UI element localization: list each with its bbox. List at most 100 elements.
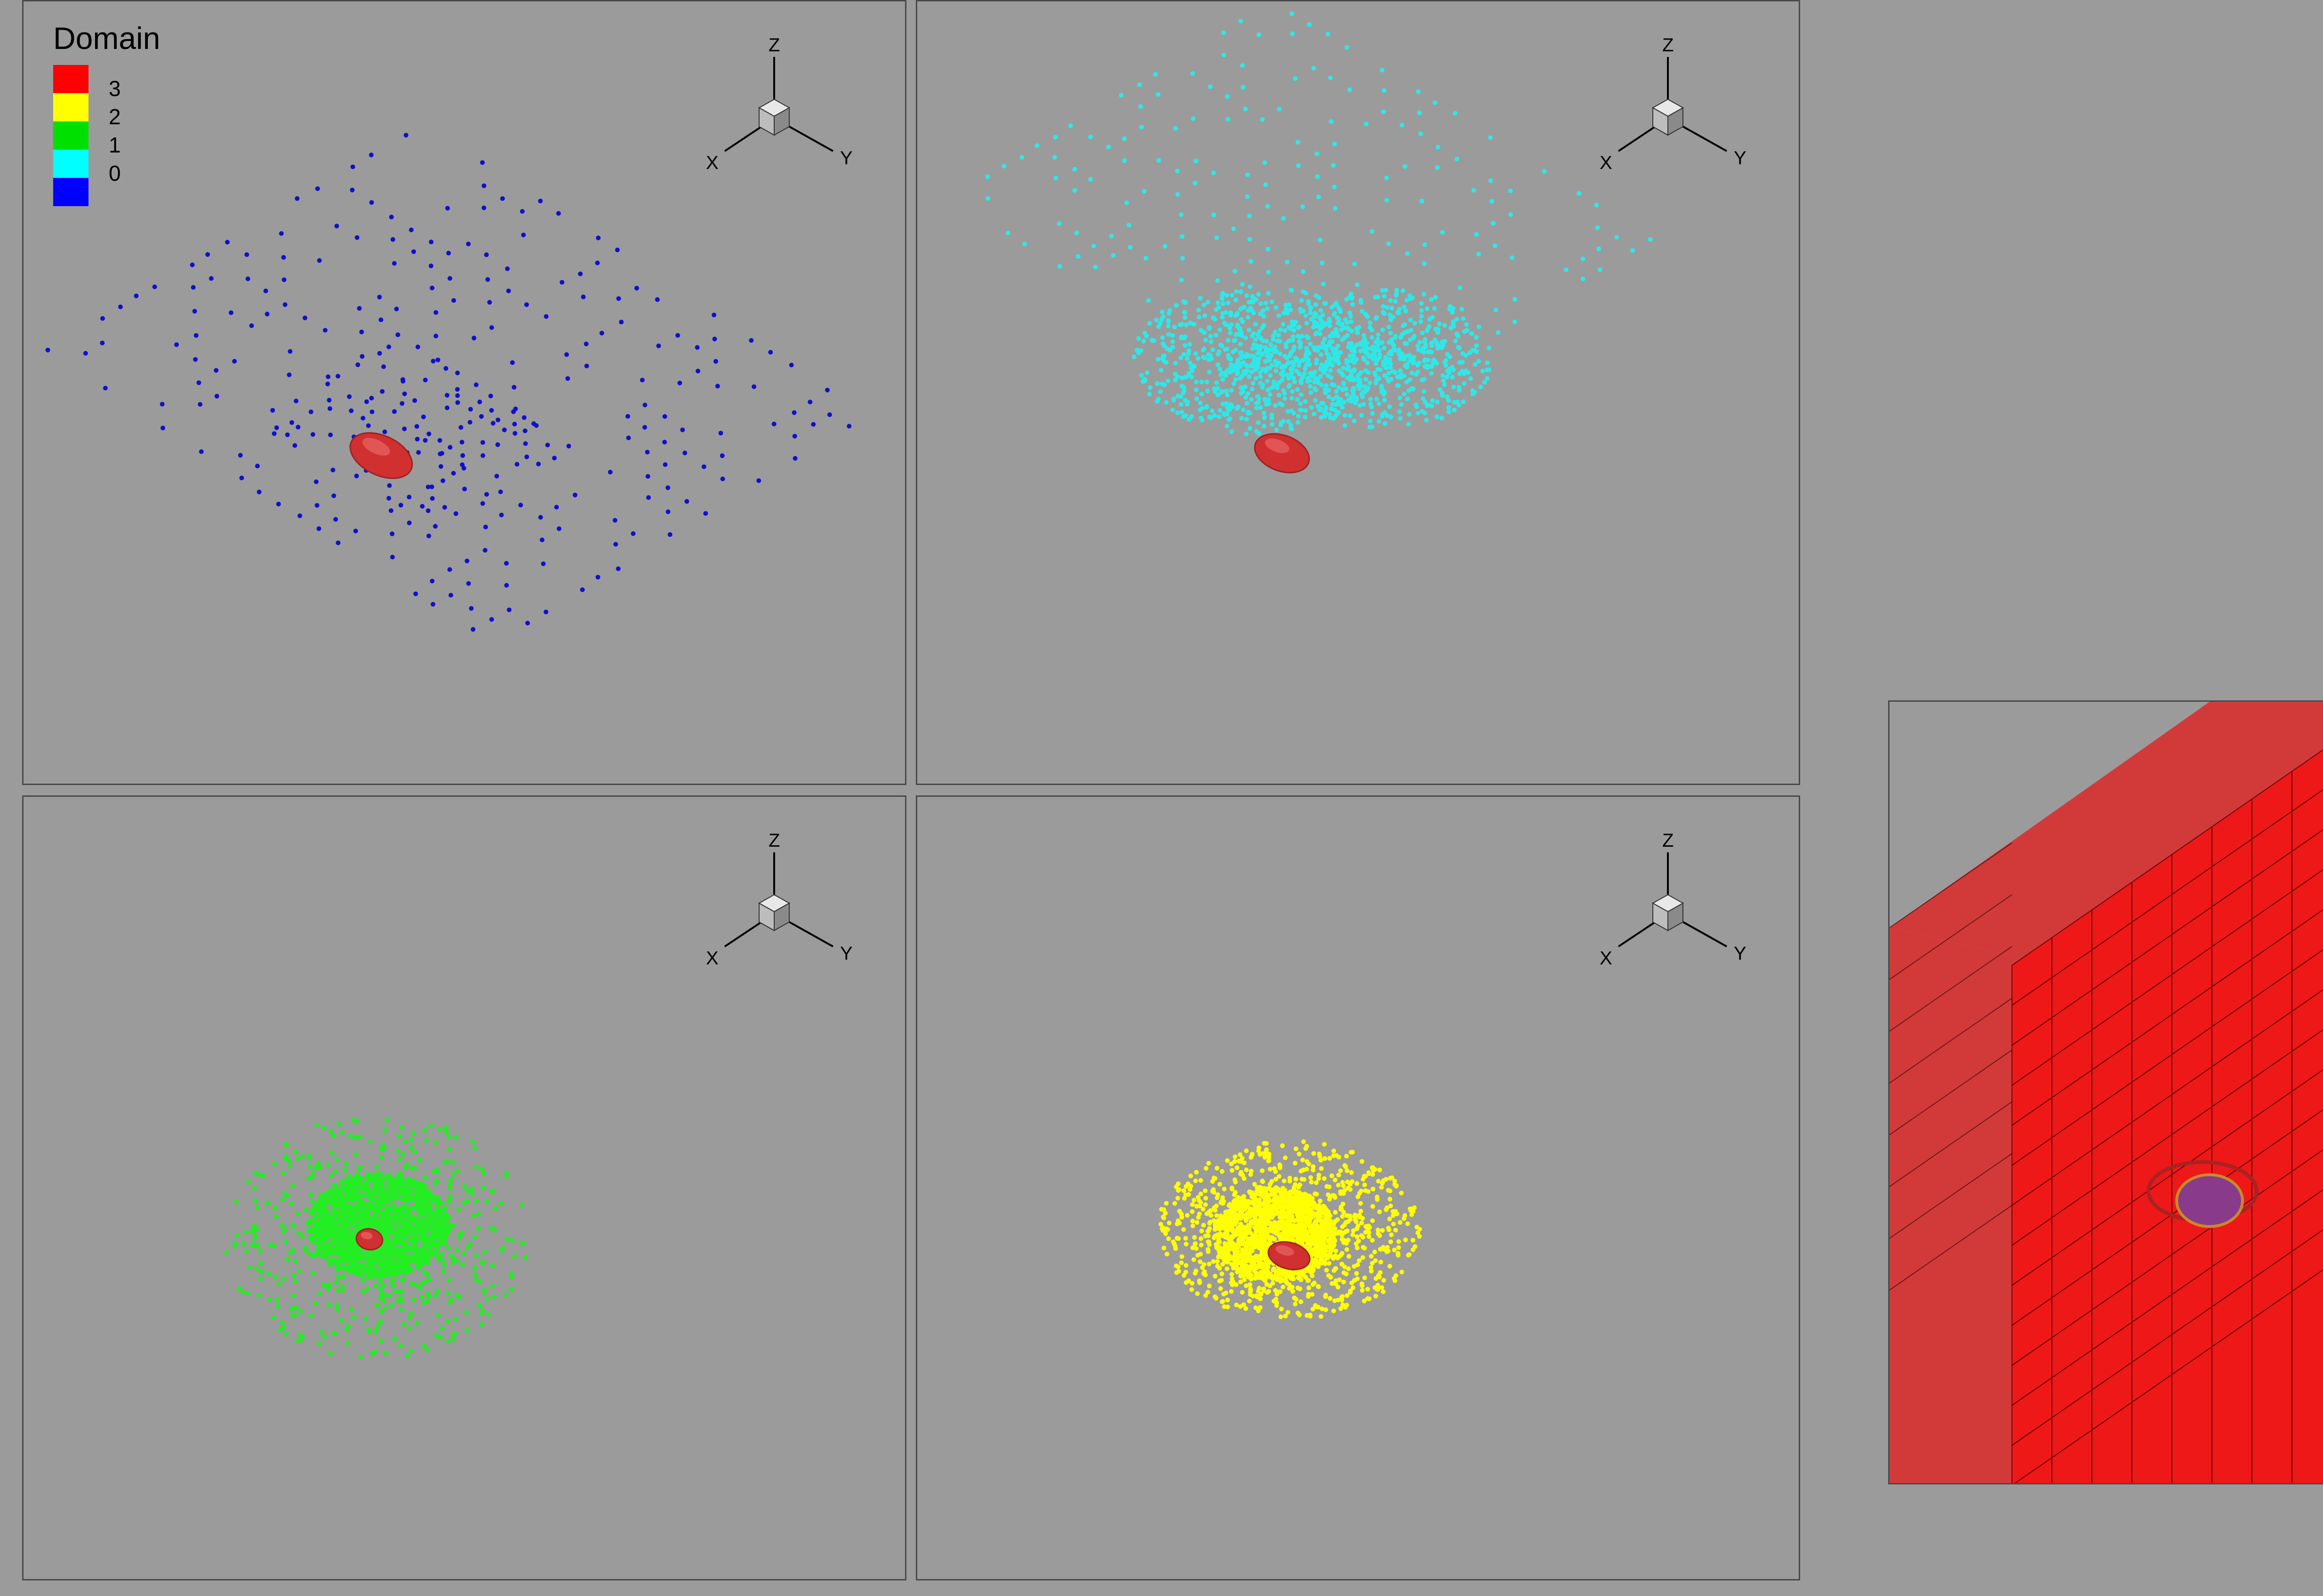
data-point bbox=[465, 1245, 470, 1250]
data-point bbox=[314, 503, 320, 508]
data-point bbox=[522, 1255, 528, 1260]
data-point bbox=[1392, 348, 1397, 353]
data-point bbox=[347, 394, 352, 399]
data-point bbox=[1462, 381, 1466, 386]
data-point bbox=[634, 286, 639, 291]
data-point bbox=[1205, 300, 1210, 305]
data-point bbox=[1314, 330, 1319, 336]
data-point bbox=[1370, 1187, 1376, 1192]
data-point bbox=[1215, 1259, 1220, 1264]
data-point bbox=[409, 1281, 414, 1286]
data-point bbox=[1355, 330, 1360, 336]
data-point bbox=[1183, 1192, 1188, 1197]
data-point bbox=[1368, 418, 1373, 424]
data-point bbox=[1235, 357, 1241, 362]
data-point bbox=[1175, 410, 1180, 416]
data-point bbox=[330, 467, 336, 473]
data-point bbox=[1234, 406, 1240, 411]
data-point bbox=[354, 235, 360, 240]
data-point bbox=[349, 408, 354, 413]
data-point bbox=[1423, 400, 1428, 405]
data-point bbox=[1341, 1270, 1346, 1275]
data-point bbox=[438, 1235, 443, 1241]
data-point bbox=[423, 1242, 428, 1247]
data-point bbox=[363, 1203, 368, 1207]
data-point bbox=[510, 360, 515, 365]
data-point bbox=[1203, 1293, 1208, 1298]
data-point bbox=[1226, 117, 1231, 122]
data-point bbox=[343, 1224, 348, 1229]
data-point bbox=[1363, 377, 1368, 382]
data-point bbox=[426, 1294, 432, 1299]
data-point bbox=[303, 1207, 308, 1212]
data-point bbox=[421, 414, 426, 419]
data-point bbox=[1269, 299, 1274, 305]
data-point bbox=[243, 1230, 248, 1235]
data-point bbox=[1258, 374, 1263, 379]
data-point bbox=[1341, 386, 1346, 392]
data-point bbox=[1215, 362, 1220, 367]
data-point bbox=[1308, 305, 1314, 310]
data-point bbox=[1174, 1270, 1179, 1275]
data-point bbox=[1222, 320, 1227, 325]
data-point bbox=[439, 1252, 444, 1257]
data-point bbox=[451, 298, 457, 303]
data-point bbox=[1423, 345, 1428, 350]
data-point bbox=[1186, 1278, 1191, 1283]
data-point bbox=[1192, 321, 1197, 327]
data-point bbox=[509, 1275, 514, 1280]
data-point bbox=[1272, 1166, 1277, 1171]
data-point bbox=[451, 1172, 456, 1177]
data-point bbox=[599, 330, 604, 336]
data-point bbox=[1453, 338, 1458, 344]
data-point bbox=[1170, 339, 1175, 344]
data-point bbox=[1217, 1182, 1222, 1187]
data-point bbox=[1472, 390, 1477, 395]
data-point bbox=[325, 1199, 330, 1204]
data-point bbox=[1278, 1289, 1282, 1294]
data-point bbox=[1396, 311, 1402, 316]
data-point bbox=[1464, 322, 1469, 327]
data-point bbox=[333, 1169, 338, 1174]
data-point bbox=[1344, 1241, 1349, 1246]
data-point bbox=[249, 1243, 255, 1248]
data-point bbox=[1253, 1305, 1258, 1310]
data-point bbox=[1198, 1191, 1203, 1196]
data-point bbox=[565, 376, 570, 381]
data-point bbox=[351, 1187, 356, 1192]
data-point bbox=[1293, 1301, 1298, 1307]
data-point bbox=[1447, 370, 1452, 376]
data-point bbox=[1269, 416, 1274, 421]
data-point bbox=[1153, 72, 1158, 77]
data-point bbox=[397, 1157, 402, 1162]
data-point bbox=[404, 1218, 409, 1223]
data-point bbox=[1352, 1264, 1357, 1269]
data-point bbox=[1244, 293, 1249, 298]
data-point bbox=[482, 1249, 488, 1254]
data-point bbox=[1369, 328, 1374, 333]
data-point bbox=[1458, 285, 1462, 290]
data-point bbox=[656, 343, 661, 348]
data-point bbox=[1331, 163, 1336, 168]
data-point bbox=[1333, 1266, 1338, 1271]
data-point bbox=[414, 1218, 419, 1223]
data-point bbox=[336, 1226, 342, 1231]
data-point bbox=[718, 431, 723, 436]
data-point bbox=[272, 1162, 277, 1167]
data-point bbox=[330, 1227, 336, 1232]
data-point bbox=[1347, 353, 1353, 359]
data-point bbox=[435, 1289, 440, 1294]
data-point bbox=[1145, 370, 1150, 375]
data-point bbox=[1492, 243, 1498, 249]
data-point bbox=[1194, 1220, 1200, 1225]
data-point bbox=[1419, 308, 1424, 313]
data-point bbox=[1268, 342, 1274, 347]
legend-swatch-0 bbox=[53, 178, 88, 206]
data-point bbox=[1510, 255, 1514, 260]
data-point bbox=[448, 445, 453, 450]
data-point bbox=[415, 437, 420, 441]
data-point bbox=[1345, 45, 1349, 50]
data-point bbox=[1267, 1182, 1273, 1187]
data-point bbox=[1190, 1209, 1195, 1214]
data-point bbox=[1338, 401, 1343, 407]
